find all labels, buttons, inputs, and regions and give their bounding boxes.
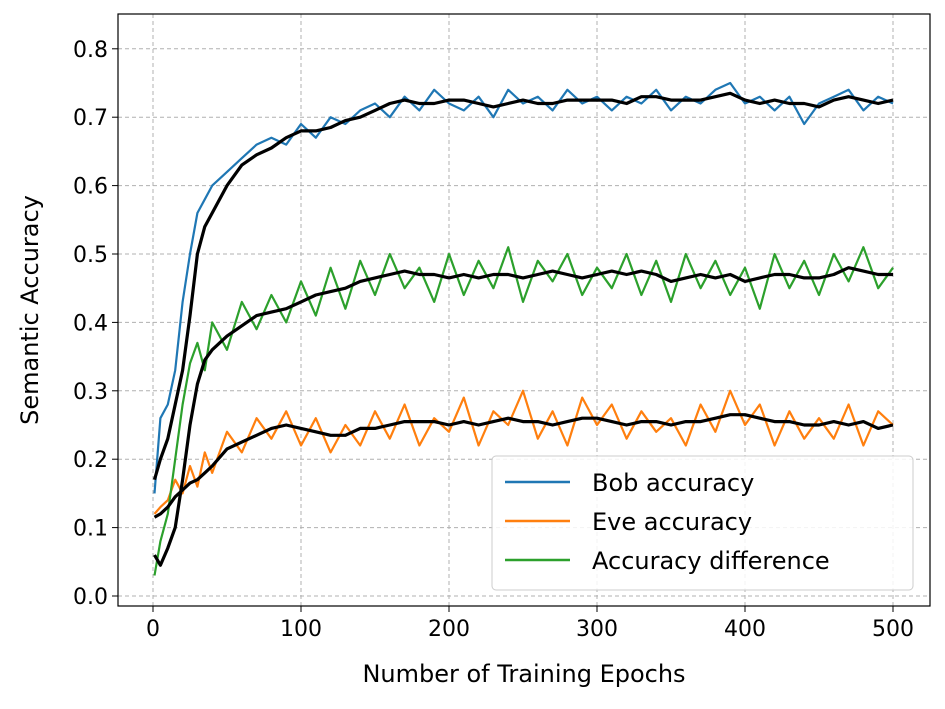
y-tick-label: 0.3 [73, 380, 108, 405]
y-axis-label: Semantic Accuracy [16, 195, 44, 425]
y-tick-label: 0.2 [73, 448, 108, 473]
plot-frame [117, 13, 931, 607]
x-tick-label: 300 [576, 617, 618, 642]
legend: Bob accuracy Eve accuracy Accuracy diffe… [491, 455, 914, 591]
y-tick-label: 0.6 [73, 175, 108, 200]
x-tick-label: 100 [280, 617, 322, 642]
legend-box [491, 455, 914, 591]
series-lines [152, 81, 894, 576]
x-tick-label: 500 [872, 617, 914, 642]
legend-label-bob: Bob accuracy [592, 469, 754, 497]
x-tick-label: 0 [146, 617, 160, 642]
smoothed-line-2 [153, 413, 894, 519]
series-line-eve-accuracy [153, 389, 894, 515]
y-tick-label: 0.8 [73, 38, 108, 63]
x-tick-label: 200 [428, 617, 470, 642]
series-line-bob-accuracy [153, 81, 894, 494]
ticks: 0 100 200 300 400 500 0.0 0.1 0.2 0.3 0.4 0.5 0.6 0.7… [73, 38, 914, 642]
y-tick-label: 0.7 [73, 106, 108, 131]
y-tick-label: 0.5 [73, 243, 108, 268]
series-line-accuracy-difference [153, 246, 894, 576]
x-axis-label: Number of Training Epochs [362, 660, 685, 688]
legend-label-difference: Accuracy difference [592, 547, 830, 575]
legend-label-eve: Eve accuracy [592, 508, 752, 536]
x-tick-label: 400 [724, 617, 766, 642]
smoothed-line-3 [153, 266, 893, 567]
y-tick-label: 0.0 [73, 585, 108, 610]
smoothed-line-1 [152, 91, 894, 481]
y-tick-label: 0.1 [73, 517, 108, 542]
y-tick-label: 0.4 [73, 311, 108, 336]
